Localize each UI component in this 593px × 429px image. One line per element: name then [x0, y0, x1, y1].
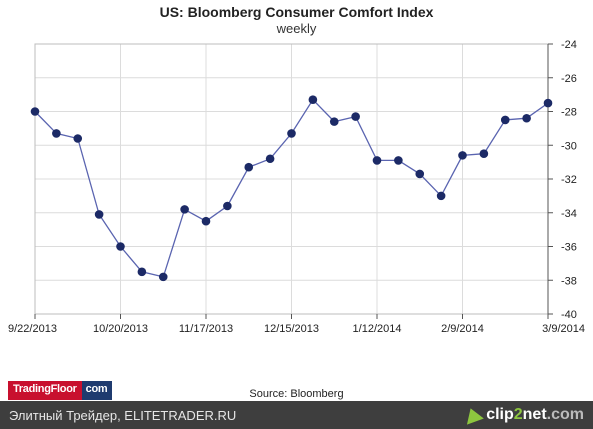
data-point: [308, 95, 318, 104]
data-point: [436, 191, 446, 201]
data-point: [180, 205, 189, 214]
data-point: [158, 272, 168, 282]
data-point: [287, 129, 296, 138]
data-point: [116, 242, 125, 251]
tradingfloor-logo-part2: com: [81, 381, 113, 400]
footer-bar: Элитный Трейдер, ELITETRADER.RU clip 2 net…: [0, 401, 593, 429]
data-point: [244, 162, 254, 172]
x-tick-label: 1/12/2014: [353, 323, 402, 335]
data-point: [522, 113, 531, 123]
x-tick-label: 11/17/2013: [179, 323, 233, 335]
data-point: [137, 267, 147, 277]
chart-title: US: Bloomberg Consumer Comfort Index: [159, 4, 434, 20]
clip2net-part4: .com: [546, 406, 584, 423]
y-tick-label: -32: [561, 174, 577, 186]
x-tick-label: 10/20/2013: [93, 323, 148, 335]
data-point: [372, 156, 382, 165]
y-tick-label: -38: [561, 275, 577, 287]
clip2net-part2: 2: [513, 406, 523, 423]
data-point: [500, 115, 510, 125]
x-tick-label: 3/9/2014: [542, 323, 585, 335]
data-point: [265, 154, 275, 164]
y-tick-label: -34: [561, 208, 577, 220]
data-point: [479, 149, 489, 158]
data-point: [73, 134, 83, 143]
clip2net-part1: clip: [486, 406, 514, 423]
chart-subtitle: weekly: [276, 21, 317, 36]
tradingfloor-logo: TradingFloor com: [8, 381, 113, 400]
y-tick-label: -24: [561, 39, 577, 51]
y-tick-label: -28: [561, 107, 577, 119]
y-tick-label: -36: [561, 242, 577, 254]
data-point: [201, 216, 211, 226]
data-point: [394, 156, 403, 165]
data-point: [52, 129, 61, 138]
data-point: [415, 169, 425, 179]
data-point: [30, 107, 40, 116]
data-point: [458, 151, 467, 160]
y-tick-label: -30: [561, 140, 577, 152]
data-point: [94, 210, 104, 219]
y-tick-label: -40: [561, 309, 577, 321]
data-point: [223, 201, 232, 211]
footer-text: Элитный Трейдер, ELITETRADER.RU: [9, 408, 237, 423]
clip2net-icon: [462, 405, 485, 425]
x-tick-label: 12/15/2013: [264, 323, 319, 335]
x-tick-label: 9/22/2013: [8, 323, 57, 335]
tradingfloor-logo-part1: TradingFloor: [8, 381, 82, 400]
clip2net-logo: clip 2 net .com: [462, 405, 584, 425]
source-label: Source: Bloomberg: [249, 388, 344, 400]
y-tick-label: -26: [561, 73, 577, 85]
data-point: [351, 112, 360, 121]
x-tick-label: 2/9/2014: [441, 323, 484, 335]
data-point: [329, 117, 339, 126]
data-point: [543, 98, 553, 108]
clip2net-part3: net: [522, 406, 547, 423]
